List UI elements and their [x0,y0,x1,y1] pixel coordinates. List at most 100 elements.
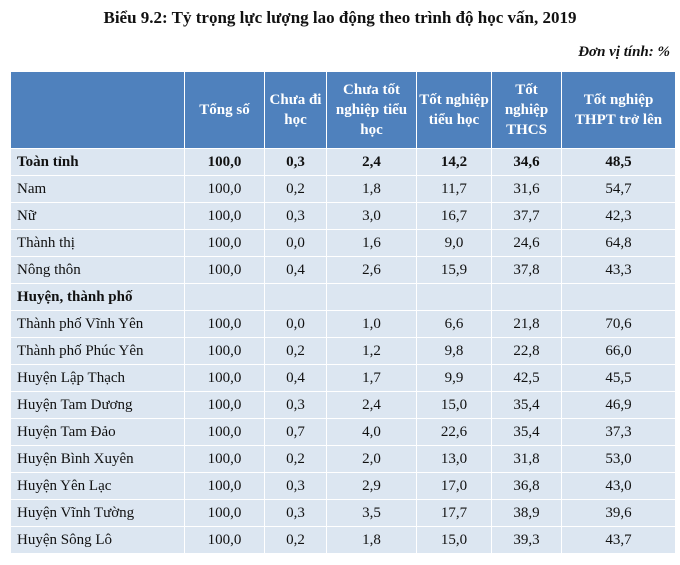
table-cell: 36,8 [491,472,562,500]
table-row: Nam 100,0 0,2 1,8 11,7 31,6 54,7 [10,175,676,203]
table-cell: 43,0 [561,472,676,500]
table-cell: 2,4 [326,391,417,419]
table-cell: 21,8 [491,310,562,338]
table-cell: 1,2 [326,337,417,365]
table-cell: 64,8 [561,229,676,257]
table-cell: 37,8 [491,256,562,284]
table-cell: 100,0 [184,445,265,473]
table-cell: 45,5 [561,364,676,392]
row-label: Nông thôn [10,256,185,284]
table-cell: 100,0 [184,148,265,176]
header-cell-no-school: Chưa đi học [264,71,327,149]
table-cell: 1,8 [326,526,417,554]
header-cell-region [10,71,185,149]
table-cell: 0,2 [264,445,327,473]
table-cell: 100,0 [184,526,265,554]
header-row: Tổng số Chưa đi học Chưa tốt nghiệp tiểu… [10,71,676,149]
table-cell: 43,7 [561,526,676,554]
table-cell: 100,0 [184,364,265,392]
table-cell: 100,0 [184,499,265,527]
row-label: Huyện Yên Lạc [10,472,185,500]
row-label: Huyện Sông Lô [10,526,185,554]
row-label: Nữ [10,202,185,230]
table-cell: 2,9 [326,472,417,500]
table-cell: 100,0 [184,256,265,284]
table-cell: 11,7 [416,175,492,203]
row-label: Thành phố Phúc Yên [10,337,185,365]
table-cell: 53,0 [561,445,676,473]
header-cell-upper-secondary: Tốt nghiệp THPT trở lên [561,71,676,149]
table-cell: 15,0 [416,526,492,554]
table-cell: 9,8 [416,337,492,365]
table-cell [416,283,492,311]
table-row: Thành phố Phúc Yên 100,0 0,2 1,2 9,8 22,8 66,0 [10,337,676,365]
table-cell: 22,6 [416,418,492,446]
table-cell: 17,7 [416,499,492,527]
table-cell: 17,0 [416,472,492,500]
table-row: Thành thị 100,0 0,0 1,6 9,0 24,6 64,8 [10,229,676,257]
table-cell: 4,0 [326,418,417,446]
table-cell: 0,4 [264,364,327,392]
table-cell: 2,0 [326,445,417,473]
table-cell: 15,0 [416,391,492,419]
table-cell: 66,0 [561,337,676,365]
table-row: Huyện Tam Dương 100,0 0,3 2,4 15,0 35,4 46,9 [10,391,676,419]
row-label: Toàn tỉnh [10,148,185,176]
table-cell: 0,3 [264,499,327,527]
table-cell: 48,5 [561,148,676,176]
table-cell [264,283,327,311]
row-label: Huyện, thành phố [10,283,185,311]
table-cell: 37,7 [491,202,562,230]
table-row: Huyện Sông Lô 100,0 0,2 1,8 15,0 39,3 43,7 [10,526,676,554]
table-cell [184,283,265,311]
table-cell: 0,2 [264,526,327,554]
table-row: Nữ 100,0 0,3 3,0 16,7 37,7 42,3 [10,202,676,230]
table-cell: 24,6 [491,229,562,257]
table-row: Toàn tỉnh 100,0 0,3 2,4 14,2 34,6 48,5 [10,148,676,176]
table-cell: 54,7 [561,175,676,203]
table-row: Thành phố Vĩnh Yên 100,0 0,0 1,0 6,6 21,8 70,6 [10,310,676,338]
table-cell: 38,9 [491,499,562,527]
table-cell: 35,4 [491,418,562,446]
table-row: Huyện Yên Lạc 100,0 0,3 2,9 17,0 36,8 43,0 [10,472,676,500]
table-cell: 100,0 [184,391,265,419]
row-label: Huyện Vĩnh Tường [10,499,185,527]
row-label: Nam [10,175,185,203]
table-cell [491,283,562,311]
table-title: Biểu 9.2: Tỷ trọng lực lượng lao động th… [103,8,577,27]
table-cell: 9,9 [416,364,492,392]
header-cell-not-primary: Chưa tốt nghiệp tiểu học [326,71,417,149]
table-cell: 100,0 [184,472,265,500]
table-cell: 2,6 [326,256,417,284]
table-cell: 70,6 [561,310,676,338]
row-label: Huyện Tam Đảo [10,418,185,446]
table-cell: 100,0 [184,175,265,203]
table-cell: 0,0 [264,229,327,257]
table-cell: 100,0 [184,337,265,365]
header-cell-total: Tổng số [184,71,265,149]
table-cell: 0,7 [264,418,327,446]
table-cell: 31,6 [491,175,562,203]
row-label: Thành thị [10,229,185,257]
table-cell: 1,7 [326,364,417,392]
table-cell: 6,6 [416,310,492,338]
table-cell: 0,0 [264,310,327,338]
table-cell [561,283,676,311]
table-row: Huyện Tam Đảo 100,0 0,7 4,0 22,6 35,4 37,3 [10,418,676,446]
table-cell: 22,8 [491,337,562,365]
table-cell: 0,3 [264,148,327,176]
row-label: Thành phố Vĩnh Yên [10,310,185,338]
table-cell: 0,4 [264,256,327,284]
table-row: Huyện, thành phố [10,283,676,311]
table-cell: 31,8 [491,445,562,473]
table-cell: 3,5 [326,499,417,527]
table-cell: 100,0 [184,310,265,338]
table-body: Toàn tỉnh 100,0 0,3 2,4 14,2 34,6 48,5 Nam 100,0… [10,148,676,554]
table-cell: 35,4 [491,391,562,419]
table-cell: 0,3 [264,472,327,500]
row-label: Huyện Lập Thạch [10,364,185,392]
table-cell: 43,3 [561,256,676,284]
table-cell: 1,0 [326,310,417,338]
table-cell: 15,9 [416,256,492,284]
table-cell: 0,2 [264,175,327,203]
